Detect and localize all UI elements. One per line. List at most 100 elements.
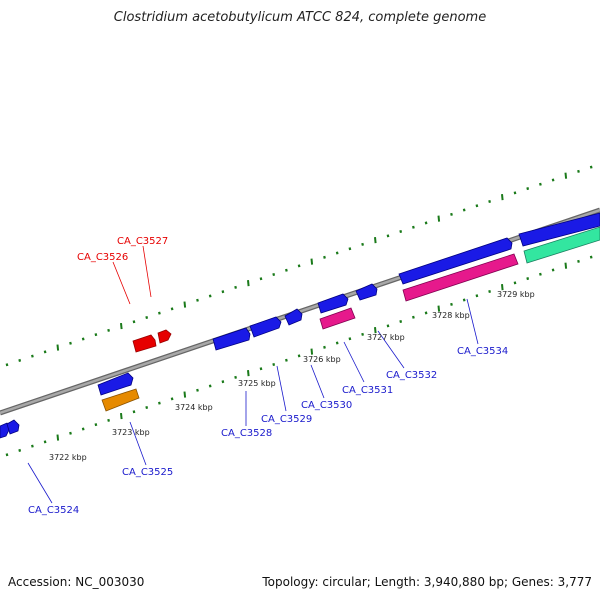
minor-tick [450,302,453,306]
minor-tick [158,311,161,315]
major-tick [247,369,250,377]
major-tick [564,262,568,269]
gene-ca-c3524b[interactable] [6,419,20,435]
minor-tick [196,298,199,302]
gene-ca-c3534[interactable] [518,212,600,247]
major-tick [120,322,123,330]
gene-label-ca-c3530[interactable]: CA_C3530 [301,400,352,411]
minor-tick [158,401,161,405]
minor-tick [272,362,276,367]
gene-label-ca-c3534[interactable]: CA_C3534 [457,346,508,357]
minor-tick [513,191,517,195]
minor-tick [221,290,225,294]
minor-tick [589,165,593,169]
minor-tick [323,255,326,259]
topology-text: Topology: circular; Length: 3,940,880 bp… [262,575,592,589]
gene-label-ca-c3527[interactable]: CA_C3527 [117,236,168,247]
minor-tick [18,358,22,362]
tick-labels: 3722 kbp 3723 kbp 3724 kbp 3725 kbp 3726… [49,290,535,462]
minor-tick [145,405,149,409]
tick-label-3728: 3728 kbp [432,311,470,320]
minor-tick [577,169,580,173]
major-tick [564,172,568,179]
gene-ca-c3534-rna[interactable] [402,253,519,302]
gene-ca-c3524[interactable] [0,422,10,439]
gene-ca-c3525-fwd[interactable] [97,372,134,396]
minor-tick [107,328,110,332]
major-tick [247,279,250,287]
gene-teal[interactable] [523,226,600,264]
gene-ca-c3525[interactable] [101,388,140,412]
minor-tick [526,277,530,281]
tick-label-3722: 3722 kbp [49,453,87,462]
minor-tick [43,350,47,354]
map-title: Clostridium acetobutylicum ATCC 824, com… [113,10,487,25]
gene-ca-c3530[interactable] [284,308,303,326]
minor-tick [81,337,85,341]
minor-tick [475,294,479,298]
gene-ca-c3532[interactable] [355,283,378,301]
major-tick [437,305,441,312]
minor-tick [81,427,85,431]
minor-tick [412,225,415,229]
minor-tick [323,345,326,349]
gene-label-ca-c3532[interactable]: CA_C3532 [386,370,437,381]
minor-tick [132,410,136,414]
minor-tick [5,363,9,367]
gene-ca-c3531-rna[interactable] [319,307,356,330]
minor-tick [361,242,364,246]
major-tick [437,215,441,222]
minor-tick [577,259,580,263]
minor-tick [208,294,212,298]
minor-tick [450,212,453,216]
minor-tick [94,423,98,427]
minor-tick [145,315,149,319]
gene-ca-c3533[interactable] [398,237,513,285]
leader-lines [27,245,479,504]
major-tick [183,301,187,308]
major-tick [56,344,60,351]
minor-tick [272,272,276,277]
tick-label-3727: 3727 kbp [367,333,405,342]
gene-ca-c3531[interactable] [317,293,349,314]
reverse-genes [101,226,600,412]
minor-tick [221,380,225,384]
minor-tick [475,204,479,208]
minor-tick [412,315,415,319]
minor-tick [43,440,47,444]
minor-tick [424,311,428,315]
minor-tick [170,307,174,311]
gene-ca-c3526[interactable] [132,334,157,353]
gene-label-ca-c3531[interactable]: CA_C3531 [342,385,393,396]
minor-tick [208,384,212,388]
minor-tick [551,268,555,272]
major-tick [310,348,314,355]
gene-ca-c3528[interactable] [212,327,251,351]
minor-tick [335,251,339,255]
gene-label-ca-c3525[interactable]: CA_C3525 [122,467,173,478]
gene-label-ca-c3529[interactable]: CA_C3529 [261,414,312,425]
minor-tick [94,333,98,337]
gene-label-ca-c3526[interactable]: CA_C3526 [77,252,128,263]
gene-label-ca-c3524[interactable]: CA_C3524 [28,505,79,516]
minor-tick [107,418,110,422]
minor-tick [234,375,237,379]
minor-tick [335,341,339,345]
major-tick [56,434,60,441]
forward-genes [0,212,600,439]
gene-ca-c3527[interactable] [157,329,172,344]
gene-ca-c3529[interactable] [249,316,282,338]
minor-tick [488,199,491,203]
lower-tick-track [5,255,593,457]
minor-tick [5,453,9,457]
major-tick [310,258,314,265]
minor-tick [424,221,428,225]
minor-tick [386,234,390,238]
upper-tick-track [5,165,593,367]
gene-label-ca-c3528[interactable]: CA_C3528 [221,428,272,439]
major-tick [374,327,377,334]
minor-tick [348,337,352,341]
minor-tick [513,281,517,285]
